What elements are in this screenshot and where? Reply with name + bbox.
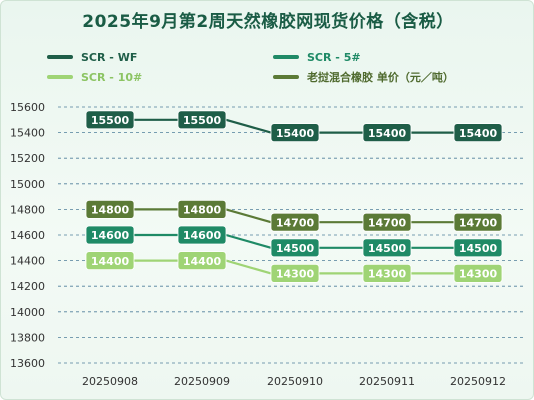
y-tick-label: 15400 [10, 127, 45, 140]
data-point-box [453, 238, 503, 258]
data-point-box [362, 212, 412, 232]
data-label: 15500 [91, 114, 130, 127]
data-point-box [270, 212, 320, 232]
data-point-box [85, 110, 135, 130]
data-point-box [453, 123, 503, 142]
data-label: 15400 [459, 127, 498, 140]
y-tick-label: 15200 [10, 152, 45, 165]
data-label: 15400 [276, 127, 315, 140]
data-point-box [177, 110, 227, 130]
data-point-box [453, 212, 503, 232]
legend-swatch-scr-wf [47, 55, 73, 59]
data-point-box [270, 238, 320, 258]
data-point-box [177, 199, 227, 219]
legend-label-laos-mixed: 老挝混合橡胶 单价（元／吨） [307, 71, 454, 84]
data-point-box [453, 263, 503, 283]
data-point-box [85, 199, 135, 219]
legend-swatch-scr-5 [273, 55, 299, 59]
data-label: 15500 [183, 114, 222, 127]
data-label: 14700 [276, 216, 315, 229]
data-label: 14700 [368, 216, 407, 229]
chart-title: 2025年9月第2周天然橡胶网现货价格（含税） [82, 12, 454, 32]
x-tick-label: 20250909 [174, 375, 230, 388]
data-label: 14300 [368, 268, 407, 281]
data-label: 14800 [183, 204, 222, 217]
data-point-box [177, 251, 227, 271]
data-point-box [85, 251, 135, 271]
data-point-box [85, 225, 135, 245]
data-label: 14500 [276, 242, 315, 255]
x-tick-label: 20250910 [267, 375, 323, 388]
data-label: 14300 [276, 268, 315, 281]
y-tick-label: 14600 [10, 229, 45, 242]
y-tick-label: 14200 [10, 280, 45, 293]
y-tick-label: 15000 [10, 178, 45, 191]
data-point-box [270, 263, 320, 283]
data-label: 15400 [368, 127, 407, 140]
data-label: 14800 [91, 204, 130, 217]
series-line-segment [225, 259, 272, 275]
data-point-box [362, 263, 412, 283]
data-label: 14700 [459, 216, 498, 229]
legend-swatch-scr-10 [47, 75, 73, 79]
series-line-segment [225, 233, 272, 249]
legend-item-laos-mixed: 老挝混合橡胶 单价（元／吨） [273, 69, 454, 85]
y-tick-label: 14000 [10, 306, 45, 319]
data-label: 14400 [91, 255, 130, 268]
data-label: 14500 [459, 242, 498, 255]
x-tick-label: 20250908 [82, 375, 138, 388]
legend-item-scr-10: SCR - 10# [47, 69, 142, 85]
legend-item-scr-wf: SCR - WF [47, 49, 137, 65]
data-label: 14400 [183, 255, 222, 268]
data-label: 14600 [91, 229, 130, 242]
data-point-box [362, 123, 412, 142]
data-point-box [177, 225, 227, 245]
data-point-box [362, 238, 412, 258]
y-tick-label: 13800 [10, 331, 45, 344]
data-label: 14300 [459, 268, 498, 281]
series-line-segment [225, 118, 272, 134]
data-label: 14500 [368, 242, 407, 255]
y-tick-label: 13600 [10, 357, 45, 370]
legend-item-scr-5: SCR - 5# [273, 49, 361, 65]
legend-label-scr-5: SCR - 5# [307, 50, 361, 64]
data-point-box [270, 123, 320, 142]
data-label: 14600 [183, 229, 222, 242]
x-tick-label: 20250911 [359, 375, 415, 388]
y-tick-label: 14800 [10, 203, 45, 216]
legend-swatch-laos-mixed [273, 75, 299, 79]
series-line-segment [225, 208, 272, 224]
x-tick-label: 20250912 [450, 375, 506, 388]
y-tick-label: 14400 [10, 255, 45, 268]
y-tick-label: 15600 [10, 101, 45, 114]
legend-label-scr-10: SCR - 10# [81, 70, 143, 84]
legend-label-scr-wf: SCR - WF [81, 50, 138, 64]
